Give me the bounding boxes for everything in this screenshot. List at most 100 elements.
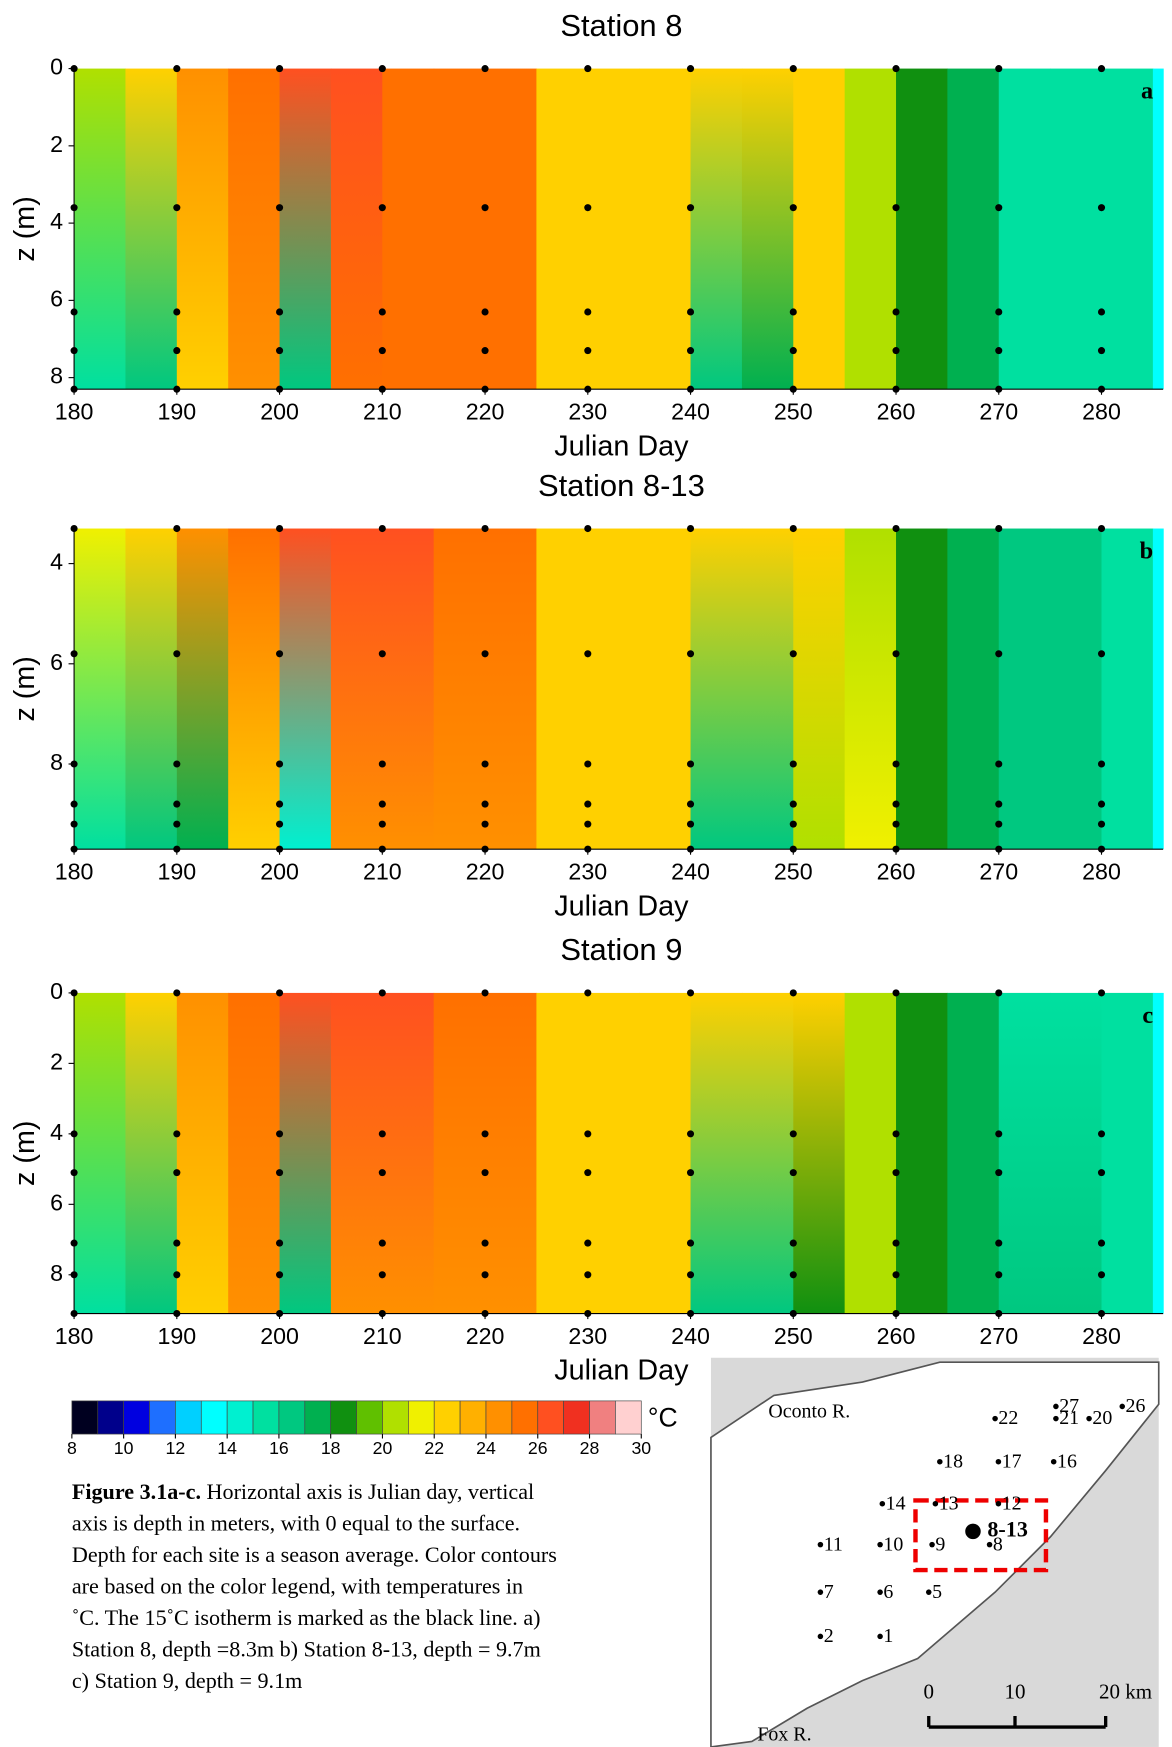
colorbar-tick-label: 28 bbox=[580, 1438, 600, 1458]
station-dot bbox=[986, 1541, 993, 1548]
station-dot bbox=[817, 1589, 824, 1595]
sample-point bbox=[584, 65, 592, 73]
sample-point bbox=[173, 347, 181, 355]
y-tick-label: 8 bbox=[50, 363, 63, 389]
y-tick-label: 0 bbox=[50, 978, 63, 1004]
sample-point bbox=[995, 204, 1003, 212]
x-tick-label: 280 bbox=[1082, 859, 1121, 885]
sample-point bbox=[378, 650, 386, 658]
heat-cell bbox=[536, 992, 589, 1314]
panel-title: Station 8-13 bbox=[538, 468, 705, 503]
station-label: 6 bbox=[883, 1581, 893, 1603]
station-dot bbox=[1119, 1403, 1126, 1410]
sample-point bbox=[481, 1130, 489, 1138]
station-dot bbox=[929, 1541, 935, 1548]
highlight-dot bbox=[965, 1523, 981, 1540]
station-label: 9 bbox=[935, 1533, 945, 1555]
sample-point bbox=[378, 800, 386, 808]
sample-point bbox=[995, 65, 1003, 73]
sample-point bbox=[173, 1239, 181, 1247]
x-tick-label: 260 bbox=[877, 859, 916, 885]
sample-point bbox=[378, 1239, 386, 1247]
heat-cell bbox=[844, 68, 897, 390]
sample-point bbox=[789, 1271, 797, 1279]
heat-cell bbox=[998, 528, 1051, 850]
sample-point bbox=[789, 308, 797, 316]
colorbar-tick-label: 22 bbox=[424, 1438, 444, 1458]
sample-point bbox=[686, 204, 695, 212]
heat-cell bbox=[947, 68, 1000, 390]
sample-point bbox=[584, 1239, 592, 1247]
y-tick-label: 8 bbox=[50, 749, 63, 775]
sample-point bbox=[378, 347, 386, 355]
station-dot bbox=[877, 1589, 883, 1595]
sample-point bbox=[173, 800, 181, 808]
colorbar-cell bbox=[330, 1400, 357, 1435]
sample-point bbox=[995, 989, 1003, 997]
sample-point bbox=[892, 308, 900, 316]
sample-point bbox=[686, 989, 695, 997]
heat-cell bbox=[330, 992, 383, 1314]
x-tick-label: 270 bbox=[979, 1323, 1018, 1349]
heat-cell bbox=[485, 68, 537, 390]
sample-point bbox=[584, 308, 592, 316]
heat-cell bbox=[382, 992, 435, 1314]
y-tick-label: 4 bbox=[50, 549, 63, 575]
x-tick-label: 190 bbox=[157, 1323, 196, 1349]
heat-cell bbox=[947, 528, 1000, 850]
station-label: 11 bbox=[824, 1533, 843, 1555]
heat-cell bbox=[1152, 68, 1164, 390]
heat-cell bbox=[125, 528, 178, 850]
sample-point bbox=[686, 308, 695, 316]
x-tick-label: 240 bbox=[671, 399, 710, 425]
sample-point bbox=[276, 308, 284, 316]
sample-point bbox=[481, 204, 489, 212]
heat-cell bbox=[1152, 992, 1164, 1314]
sample-point bbox=[481, 524, 489, 533]
sample-point bbox=[995, 800, 1003, 808]
colorbar-cell bbox=[433, 1400, 461, 1435]
sample-point bbox=[481, 347, 489, 355]
sample-point bbox=[378, 1169, 386, 1177]
station-label: 10 bbox=[883, 1533, 903, 1555]
y-tick-label: 0 bbox=[50, 54, 63, 80]
heat-cell bbox=[382, 68, 435, 390]
station-dot bbox=[817, 1541, 824, 1548]
heat-cell bbox=[279, 68, 332, 390]
station-dot bbox=[995, 1458, 1002, 1465]
heat-cell bbox=[896, 68, 948, 390]
sample-point bbox=[378, 820, 386, 828]
sample-point bbox=[686, 347, 695, 355]
x-tick-label: 280 bbox=[1082, 1323, 1121, 1349]
sample-point bbox=[1097, 800, 1106, 808]
panel-title: Station 8 bbox=[560, 8, 682, 43]
x-tick-label: 280 bbox=[1082, 399, 1121, 425]
colorbar-tick-label: 10 bbox=[114, 1438, 134, 1458]
sample-point bbox=[1097, 347, 1106, 355]
sample-point bbox=[276, 820, 284, 828]
heat-cell bbox=[844, 992, 897, 1314]
sample-point bbox=[378, 204, 386, 212]
colorbar-cell bbox=[511, 1400, 539, 1435]
colorbar-cell bbox=[149, 1400, 176, 1435]
heat-cell bbox=[125, 68, 178, 390]
heat-cell bbox=[998, 68, 1051, 390]
colorbar-cell bbox=[485, 1400, 513, 1435]
x-tick-label: 230 bbox=[568, 1323, 607, 1349]
x-tick-label: 210 bbox=[363, 1323, 402, 1349]
x-tick-label: 250 bbox=[774, 859, 813, 885]
sample-point bbox=[789, 1130, 797, 1138]
sample-point bbox=[686, 1130, 695, 1138]
station-dot bbox=[1086, 1415, 1092, 1422]
sample-point bbox=[1097, 524, 1106, 533]
sample-point bbox=[276, 524, 284, 533]
x-axis-label: Julian Day bbox=[554, 430, 689, 462]
heat-cell bbox=[1050, 528, 1103, 850]
heat-cell bbox=[639, 68, 692, 390]
sample-point bbox=[789, 650, 797, 658]
sample-point bbox=[584, 820, 592, 828]
x-tick-label: 180 bbox=[55, 859, 94, 885]
colorbar-cell bbox=[563, 1400, 590, 1435]
sample-point bbox=[481, 1169, 489, 1177]
sample-point bbox=[686, 1271, 695, 1279]
